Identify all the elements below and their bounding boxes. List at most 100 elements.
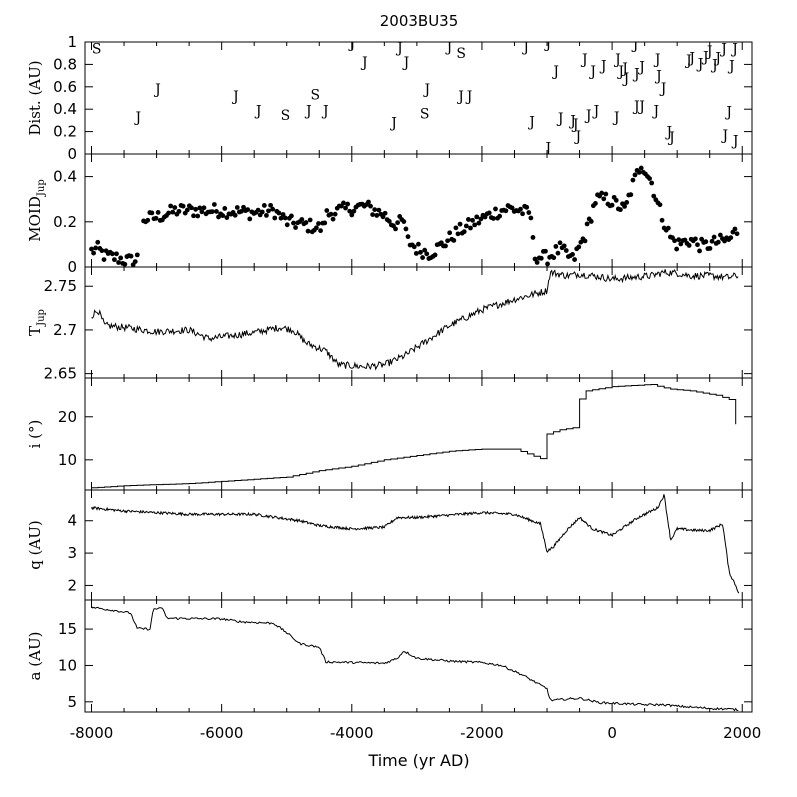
- moid-point: [372, 207, 378, 213]
- encounter-marker-jupiter: J: [721, 128, 729, 144]
- encounter-marker-jupiter: J: [731, 134, 739, 150]
- moid-point: [649, 180, 655, 186]
- series-a: [91, 606, 739, 712]
- moid-point: [347, 208, 353, 214]
- encounter-marker-saturn: S: [420, 107, 430, 123]
- moid-point: [234, 205, 240, 210]
- moid-point: [382, 210, 388, 216]
- moid-point: [330, 216, 336, 222]
- encounter-marker-jupiter: J: [622, 71, 630, 87]
- encounter-marker-jupiter: J: [620, 61, 628, 77]
- encounter-marker-saturn: S: [281, 108, 291, 124]
- moid-point: [112, 257, 117, 263]
- tjup-line: [91, 268, 739, 371]
- encounter-marker-jupiter: J: [134, 110, 142, 126]
- moid-point: [647, 176, 652, 181]
- panel-frame: [84, 599, 753, 713]
- moid-point: [486, 210, 492, 216]
- moid-point: [476, 220, 482, 226]
- y-axis-subscript: Jup: [36, 179, 47, 197]
- y-tick-label: 0.2: [53, 213, 77, 231]
- moid-point: [530, 235, 536, 240]
- panel-frame: [84, 41, 753, 155]
- moid-point: [93, 245, 99, 251]
- moid-point: [153, 215, 159, 221]
- moid-point: [328, 211, 334, 217]
- moid-point: [545, 261, 550, 267]
- moid-point: [532, 256, 538, 262]
- encounter-marker-jupiter: J: [360, 55, 368, 71]
- y-tick-label: 2: [67, 576, 77, 594]
- x-tick-label: -4000: [330, 724, 374, 742]
- moid-point: [376, 207, 382, 213]
- encounter-marker-saturn: S: [456, 46, 466, 62]
- moid-point: [632, 172, 638, 178]
- panel-frame: [84, 377, 753, 491]
- moid-point: [224, 215, 230, 220]
- moid-point: [728, 235, 734, 241]
- encounter-marker-jupiter: J: [616, 64, 624, 80]
- moid-point: [509, 205, 515, 211]
- moid-point: [618, 207, 623, 213]
- encounter-marker-jupiter: J: [580, 52, 588, 68]
- moid-point: [711, 234, 717, 240]
- moid-point: [686, 243, 692, 248]
- encounter-marker-jupiter: J: [551, 64, 559, 80]
- y-tick-label: 20: [58, 408, 77, 426]
- q-line: [91, 494, 740, 594]
- encounter-marker-jupiter: J: [667, 130, 675, 146]
- y-tick-label: 0.4: [53, 168, 77, 186]
- moid-point: [332, 211, 338, 217]
- moid-point: [199, 209, 205, 215]
- encounter-marker-jupiter: J: [231, 89, 239, 105]
- moid-point: [272, 215, 278, 221]
- encounter-marker-jupiter: J: [710, 57, 718, 73]
- moid-point: [478, 216, 484, 222]
- moid-point: [636, 169, 642, 175]
- moid-point: [624, 200, 630, 205]
- panel-frame: [84, 489, 753, 601]
- encounter-marker-jupiter: J: [599, 59, 607, 75]
- moid-point: [386, 218, 392, 224]
- moid-point: [101, 257, 107, 262]
- moid-point: [266, 208, 271, 214]
- moid-point: [582, 238, 588, 244]
- moid-point: [91, 250, 96, 256]
- moid-point: [528, 215, 534, 221]
- y-axis-title: q (AU): [26, 520, 44, 570]
- x-tick-label: -8000: [70, 724, 114, 742]
- panel-inc: 10 20 i (°): [26, 377, 753, 491]
- y-tick-label: 0.4: [53, 100, 77, 118]
- moid-point: [717, 232, 723, 238]
- moid-point: [709, 238, 715, 244]
- moid-point: [89, 246, 94, 252]
- moid-point: [176, 208, 182, 214]
- encounter-marker-jupiter: J: [544, 36, 552, 52]
- encounter-marker-jupiter: J: [465, 89, 473, 105]
- encounter-marker-jupiter: J: [687, 51, 695, 67]
- moid-point: [180, 203, 186, 209]
- y-tick-label: 0: [67, 258, 77, 276]
- moid-point: [424, 251, 430, 257]
- moid-point: [374, 213, 380, 218]
- moid-point: [578, 239, 584, 245]
- moid-point: [697, 248, 702, 254]
- y-tick-label: 1: [67, 33, 77, 51]
- y-tick-label: 4: [67, 512, 77, 530]
- encounter-marker-jupiter: J: [613, 52, 621, 68]
- moid-point: [155, 210, 161, 215]
- moid-point: [411, 244, 417, 250]
- y-tick-label: 10: [58, 451, 77, 469]
- moid-point: [503, 208, 509, 214]
- moid-point: [189, 205, 194, 211]
- moid-point: [432, 252, 438, 258]
- moid-point: [593, 201, 598, 206]
- moid-point: [291, 220, 296, 226]
- moid-point: [455, 231, 461, 237]
- y-axis-title: TJup: [26, 309, 47, 336]
- encounter-marker-jupiter: J: [254, 103, 262, 119]
- moid-point: [490, 216, 496, 221]
- encounter-marker-jupiter: J: [730, 42, 738, 58]
